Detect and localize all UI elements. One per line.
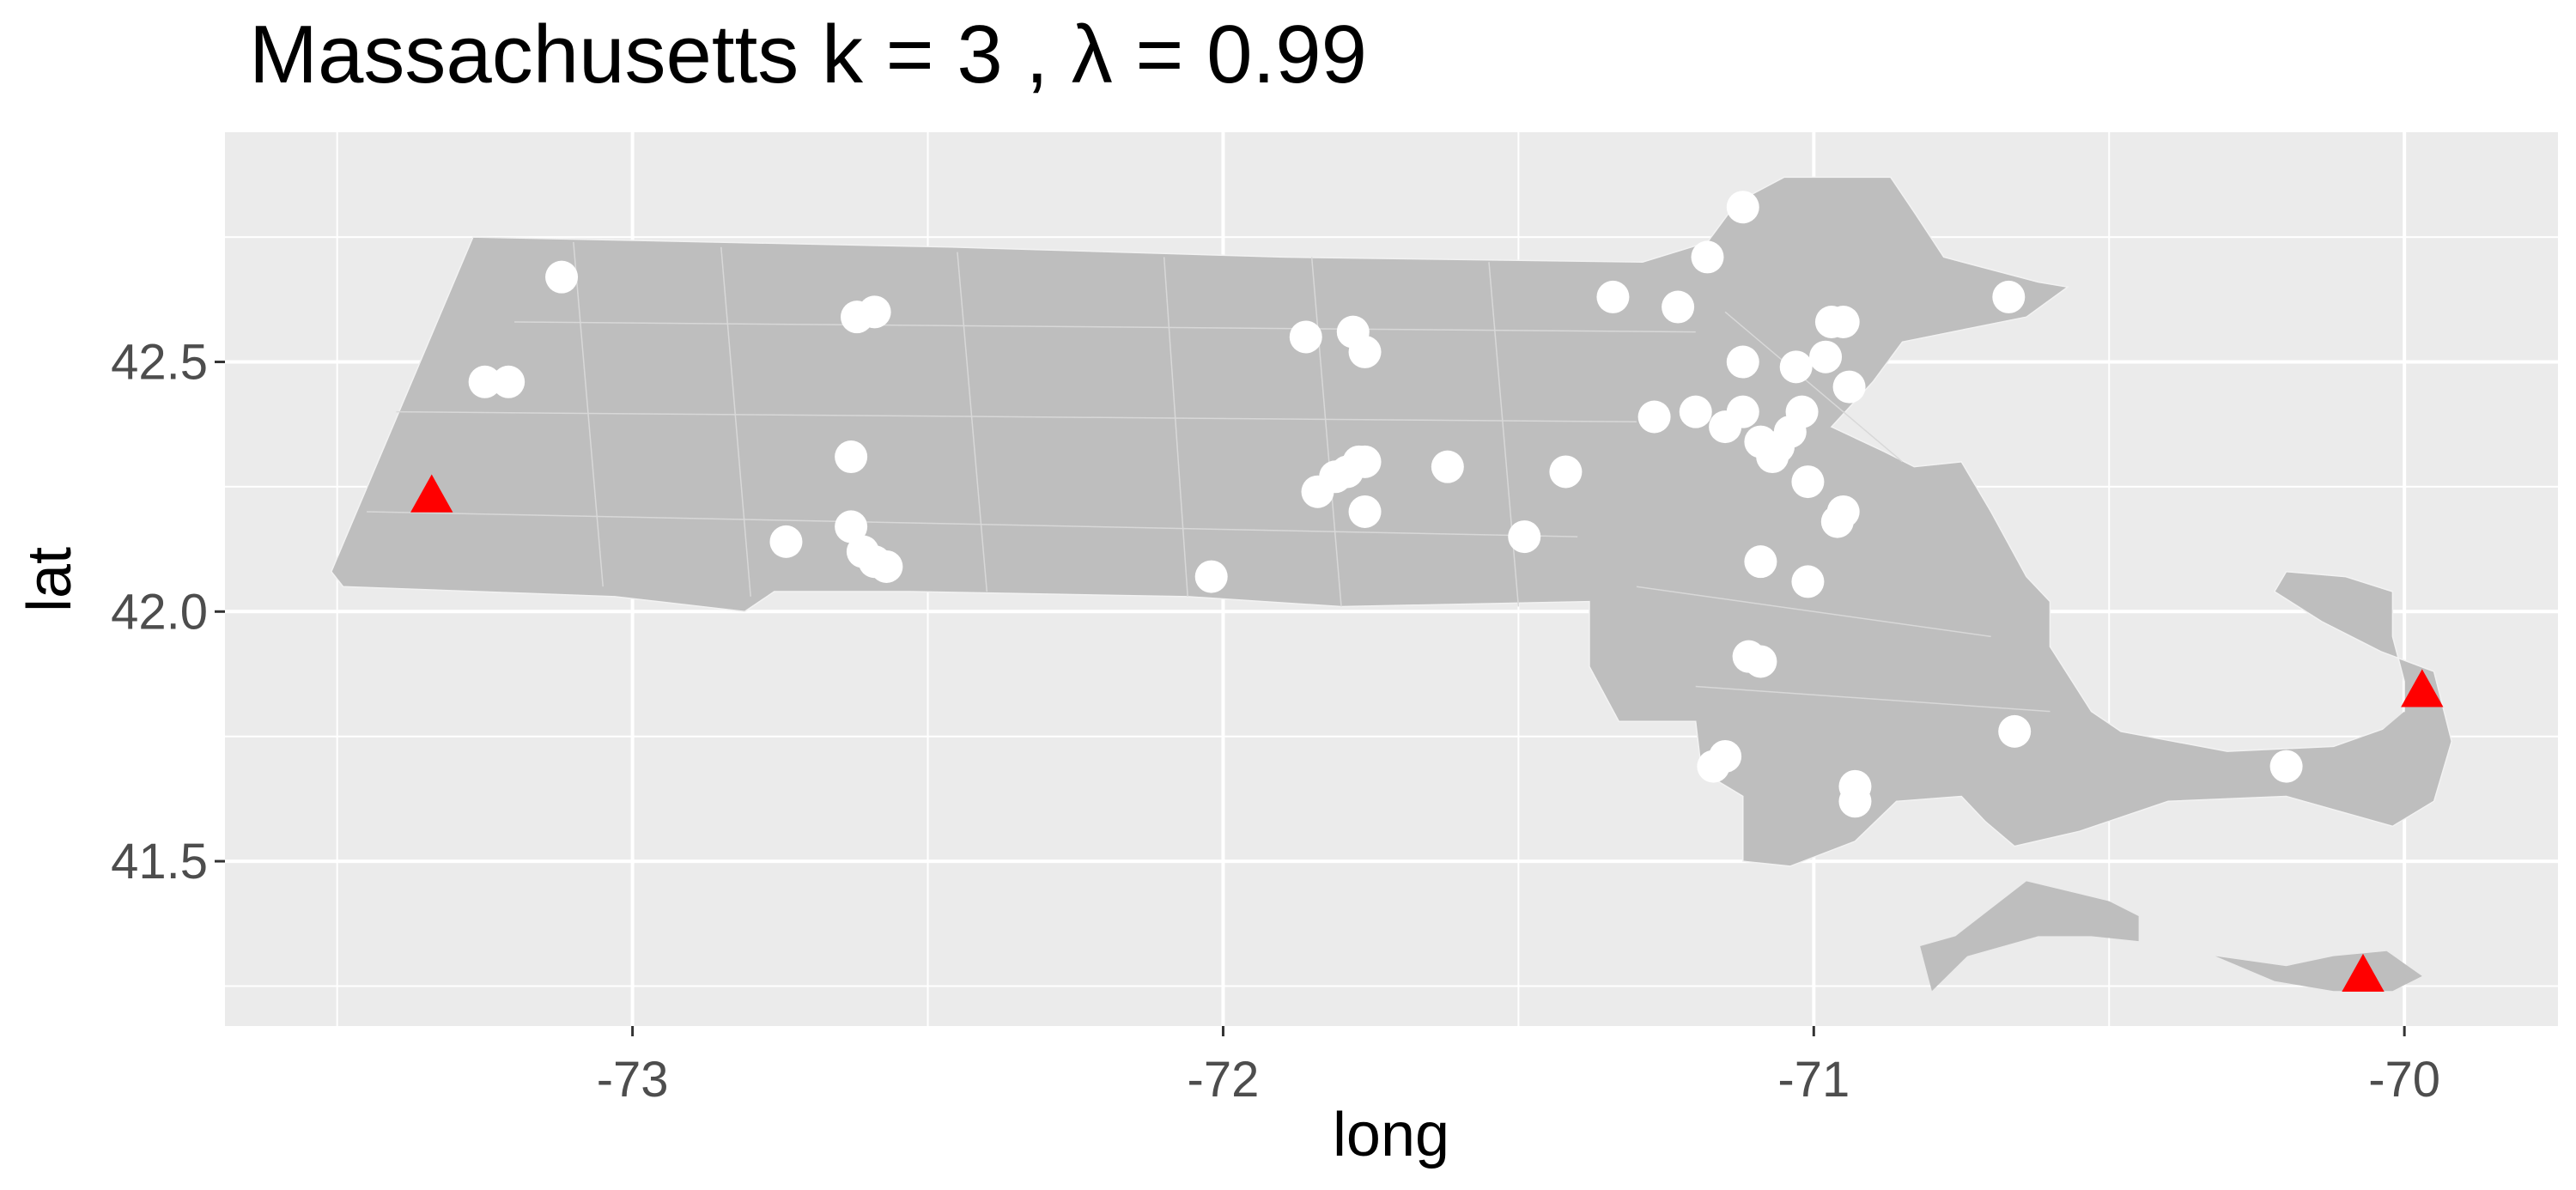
cluster-centers (410, 474, 2444, 993)
town-boundary (573, 241, 604, 587)
data-point (492, 365, 526, 398)
data-point (1785, 395, 1819, 428)
data-point (1691, 240, 1724, 274)
y-axis-ticks: 41.5 42.0 42.5 (111, 335, 225, 889)
data-point (1342, 445, 1376, 478)
town-boundary (1310, 257, 1342, 607)
data-point (835, 510, 868, 543)
marthas-vineyard-region (1920, 881, 2139, 992)
data-point (1726, 395, 1759, 428)
data-point (1744, 645, 1777, 678)
y-tick-label: 41.5 (111, 834, 208, 889)
y-tick-label: 42.0 (111, 584, 208, 640)
data-point (1809, 340, 1843, 373)
x-tick-label: -72 (1188, 1052, 1260, 1108)
x-axis-title: long (1333, 1101, 1449, 1169)
town-boundary (720, 246, 751, 597)
town-boundary (367, 511, 1578, 537)
y-tick-label: 42.5 (111, 335, 208, 391)
data-point (1838, 785, 1872, 818)
data-point (769, 525, 803, 558)
town-boundary (1488, 262, 1520, 607)
town-boundary (1695, 685, 2050, 713)
data-point (1820, 505, 1854, 538)
data-point (835, 440, 868, 474)
data-point (1194, 560, 1228, 593)
town-boundaries (367, 241, 2050, 713)
data-point (840, 301, 873, 334)
cape-cod-region (2374, 711, 2411, 772)
town-boundary (1636, 586, 1991, 638)
data-point (1596, 280, 1630, 313)
data-point (468, 365, 501, 398)
data-point (1508, 520, 1541, 554)
data-point (545, 260, 579, 294)
data-point (1679, 395, 1712, 428)
cluster-center (2401, 669, 2444, 707)
data-point (1662, 290, 1695, 324)
chart-title: Massachusetts k = 3 , λ = 0.99 (249, 9, 1367, 100)
data-point (1826, 305, 1860, 338)
data-point (1791, 465, 1825, 499)
town-boundary (957, 252, 988, 592)
x-tick-label: -70 (2368, 1052, 2440, 1108)
data-point (1744, 545, 1777, 579)
data-point (2269, 750, 2303, 783)
town-boundary (1163, 257, 1188, 597)
x-tick-label: -71 (1777, 1052, 1850, 1108)
y-axis-title: lat (15, 547, 84, 612)
data-point (1709, 739, 1742, 773)
data-points (468, 191, 2303, 818)
mainland-region (330, 176, 2452, 867)
data-point (870, 549, 903, 583)
cluster-center (2342, 953, 2385, 993)
data-point (1791, 565, 1825, 598)
data-point (1348, 495, 1382, 528)
town-boundary (1724, 311, 1903, 463)
data-point (1992, 280, 2026, 313)
town-boundary (514, 321, 1696, 333)
data-point (1637, 400, 1671, 434)
data-point (1726, 191, 1759, 224)
data-point (1832, 370, 1866, 404)
data-point (1998, 714, 2032, 748)
data-point (1779, 350, 1813, 384)
x-axis-ticks: -73 -72 -71 -70 (597, 1026, 2440, 1108)
cluster-center (410, 474, 453, 513)
town-boundary (396, 410, 1637, 423)
data-point (1549, 455, 1583, 489)
data-point (1289, 320, 1322, 354)
x-tick-label: -73 (597, 1052, 669, 1108)
data-point (1431, 450, 1464, 483)
data-point (1348, 335, 1382, 368)
data-point (1726, 345, 1759, 379)
massachusetts-map (330, 176, 2452, 992)
